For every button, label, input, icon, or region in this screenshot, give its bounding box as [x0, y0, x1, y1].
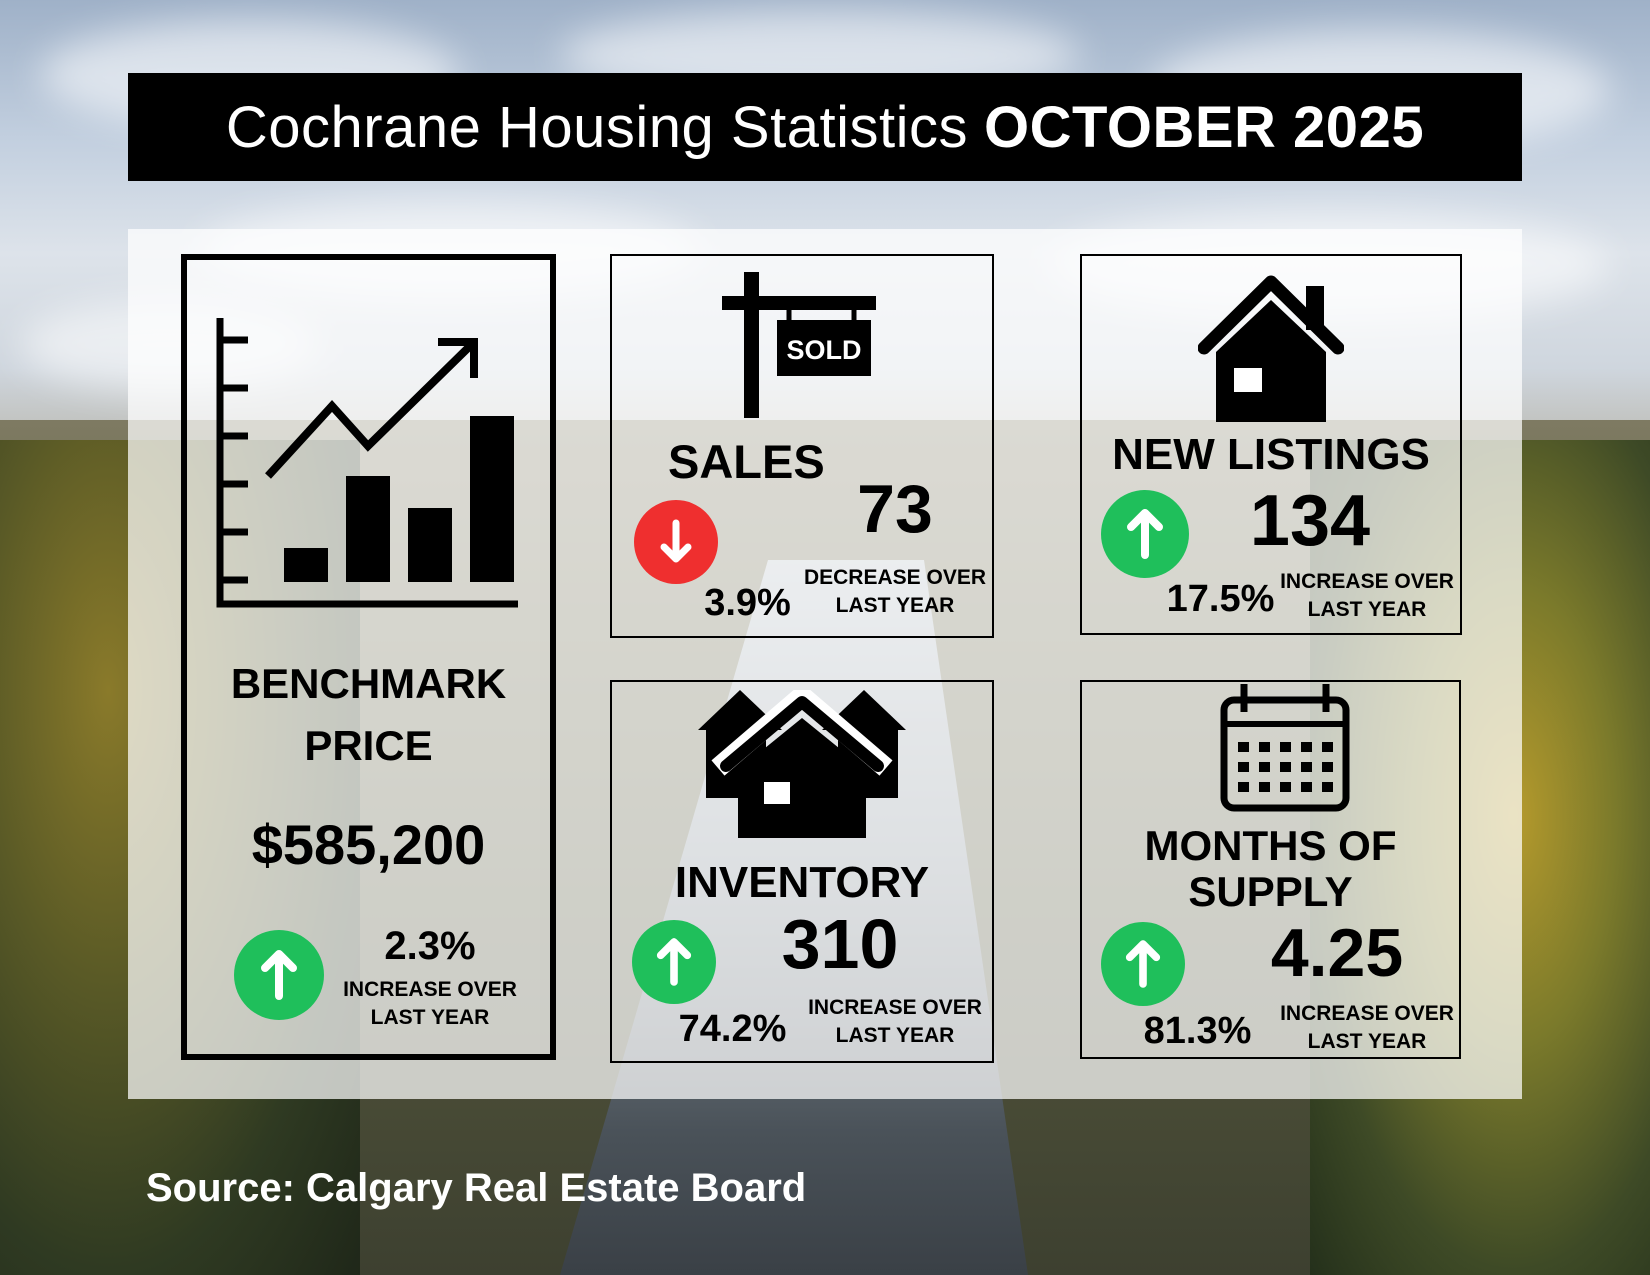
calendar-icon [1220, 684, 1350, 812]
inventory-value: 310 [781, 905, 899, 983]
house-icon [1198, 275, 1344, 422]
decrease-arrow-icon [634, 500, 718, 584]
benchmark-label-2: PRICE [304, 722, 433, 769]
benchmark-note-2: LAST YEAR [370, 1006, 490, 1029]
title-text: Cochrane Housing Statistics [225, 94, 968, 160]
new-listings-label: NEW LISTINGS [1112, 430, 1430, 479]
inventory-label: INVENTORY [674, 858, 930, 907]
sold-sign-icon: SOLD [722, 272, 876, 418]
svg-text:SOLD: SOLD [786, 335, 861, 365]
benchmark-value: $585,200 [251, 813, 486, 876]
months-of-supply-label: MONTHS OF [1144, 822, 1397, 869]
sales-note: DECREASE OVER [803, 566, 987, 589]
new-listings-value: 134 [1249, 481, 1371, 561]
benchmark-label: BENCHMARK [230, 660, 507, 707]
months-of-supply-change: 81.3% [1143, 1010, 1252, 1052]
increase-arrow-icon [632, 920, 716, 1004]
months-of-supply-value: 4.25 [1270, 915, 1404, 991]
benchmark-change: 2.3% [384, 924, 476, 968]
title-bar: Cochrane Housing Statistics OCTOBER 2025 [128, 73, 1522, 181]
benchmark-price-card [181, 254, 556, 1060]
inventory-note: INCREASE OVER [808, 996, 982, 1019]
source-credit: Source: Calgary Real Estate Board [146, 1166, 807, 1210]
benchmark-note: INCREASE OVER [343, 978, 517, 1001]
months-of-supply-card [1080, 680, 1461, 1059]
sales-card [610, 254, 994, 638]
increase-arrow-icon [1101, 922, 1185, 1006]
new-listings-note-2: LAST YEAR [1307, 598, 1427, 621]
sales-note-2: LAST YEAR [835, 594, 955, 617]
inventory-note-2: LAST YEAR [835, 1024, 955, 1047]
increase-arrow-icon [1101, 490, 1189, 578]
sales-change: 3.9% [704, 582, 791, 624]
increase-arrow-icon [234, 930, 324, 1020]
new-listings-change: 17.5% [1166, 578, 1275, 620]
sales-value: 73 [857, 471, 933, 547]
months-of-supply-note: INCREASE OVER [1280, 1002, 1454, 1025]
houses-icon [698, 690, 906, 838]
inventory-card [610, 680, 994, 1063]
new-listings-card [1080, 254, 1462, 635]
months-of-supply-note-2: LAST YEAR [1307, 1030, 1427, 1053]
sales-label: SALES [668, 435, 825, 488]
inventory-change: 74.2% [678, 1008, 787, 1050]
growth-chart-icon [216, 318, 518, 608]
title-month: OCTOBER 2025 [983, 94, 1425, 160]
new-listings-note: INCREASE OVER [1280, 570, 1454, 593]
months-of-supply-label-2: SUPPLY [1188, 868, 1353, 915]
